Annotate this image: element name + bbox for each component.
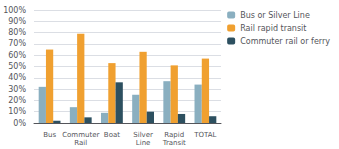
svg-text:Boat: Boat — [104, 131, 120, 139]
svg-text:40%: 40% — [8, 73, 26, 82]
svg-text:20%: 20% — [8, 96, 26, 105]
svg-text:30%: 30% — [8, 85, 26, 94]
svg-text:0%: 0% — [13, 119, 26, 128]
svg-text:10%: 10% — [8, 107, 26, 116]
svg-text:90%: 90% — [8, 17, 26, 26]
svg-text:70%: 70% — [8, 39, 26, 48]
svg-text:TOTAL: TOTAL — [193, 131, 216, 139]
svg-text:Rapid: Rapid — [164, 131, 184, 139]
svg-text:Rail rapid transit: Rail rapid transit — [240, 24, 306, 33]
svg-text:Rail: Rail — [74, 139, 87, 147]
svg-text:Transit: Transit — [162, 139, 186, 147]
svg-text:60%: 60% — [8, 51, 26, 60]
svg-text:Bus: Bus — [43, 131, 56, 139]
svg-text:50%: 50% — [8, 62, 26, 71]
svg-text:Bus or Silver Line: Bus or Silver Line — [240, 11, 310, 20]
svg-text:80%: 80% — [8, 28, 26, 37]
svg-text:Silver: Silver — [133, 131, 153, 139]
svg-text:Commuter: Commuter — [62, 131, 99, 139]
svg-text:100%: 100% — [3, 6, 26, 15]
svg-text:Line: Line — [136, 139, 151, 147]
svg-text:Commuter rail or ferry: Commuter rail or ferry — [240, 37, 330, 46]
